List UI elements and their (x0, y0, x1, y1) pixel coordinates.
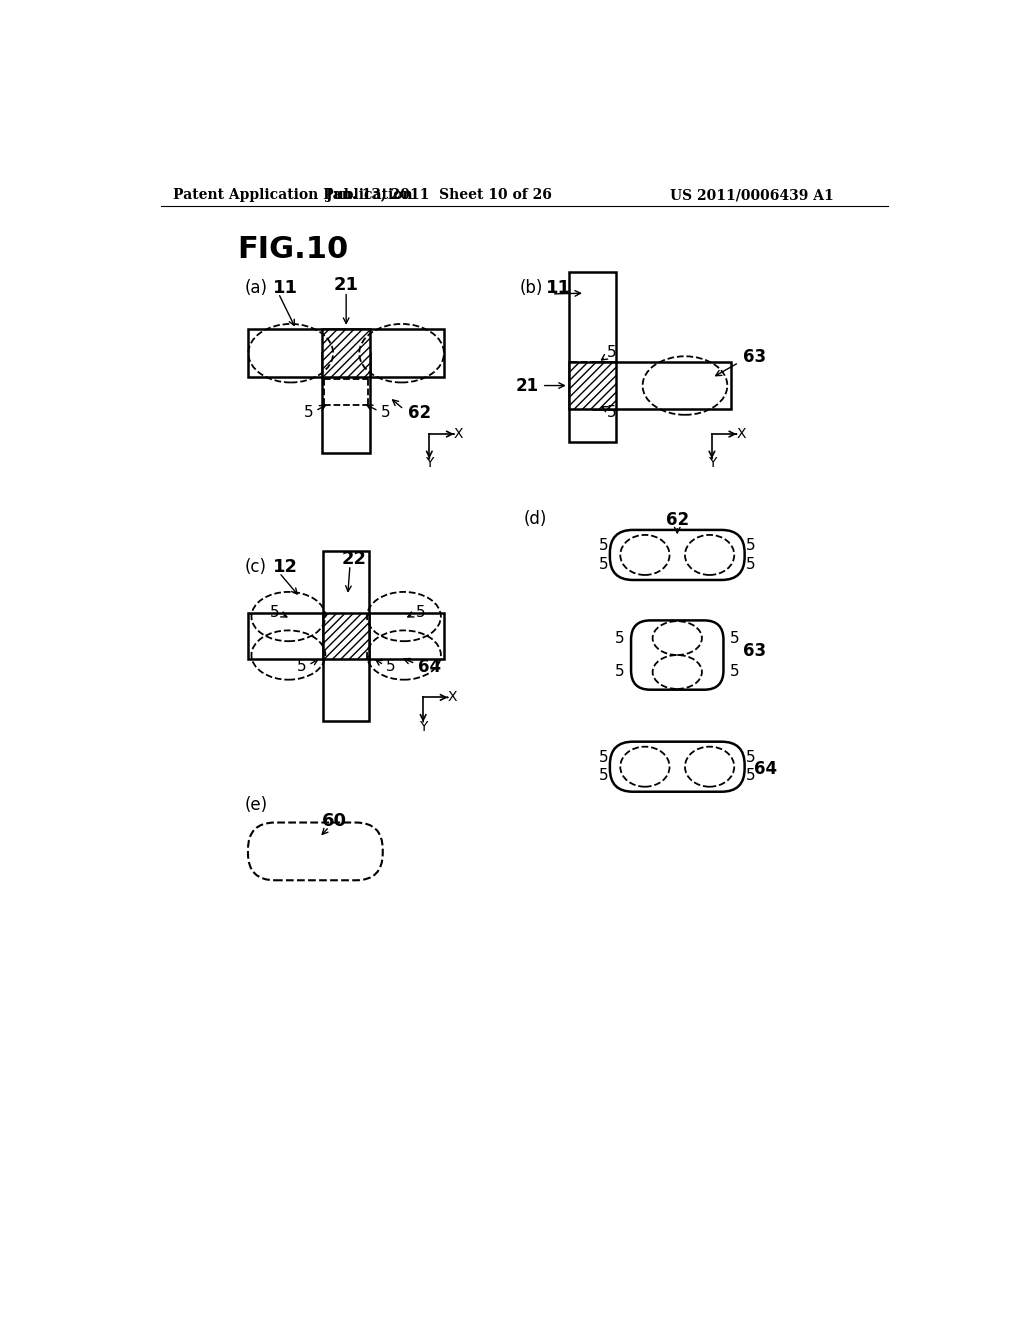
Bar (248, 612, 444, 659)
Text: 5: 5 (599, 768, 609, 784)
Text: 21: 21 (515, 376, 539, 395)
Text: US 2011/0006439 A1: US 2011/0006439 A1 (670, 189, 834, 202)
Text: 60: 60 (323, 812, 347, 829)
Text: (d): (d) (523, 510, 547, 528)
Text: (b): (b) (519, 279, 543, 297)
Bar (568, 362, 616, 409)
Text: 5: 5 (381, 405, 390, 420)
FancyBboxPatch shape (610, 529, 744, 579)
Text: (e): (e) (245, 796, 267, 814)
Text: Jan. 13, 2011  Sheet 10 of 26: Jan. 13, 2011 Sheet 10 of 26 (326, 189, 552, 202)
Text: 11: 11 (547, 279, 571, 297)
Text: 5: 5 (745, 539, 756, 553)
Text: Y: Y (708, 457, 716, 470)
Text: (c): (c) (245, 557, 266, 576)
Text: 5: 5 (599, 539, 609, 553)
Text: 5: 5 (745, 750, 756, 766)
Text: 62: 62 (666, 511, 689, 529)
Text: 5: 5 (599, 750, 609, 766)
Text: 5: 5 (730, 664, 739, 680)
Text: X: X (447, 690, 457, 705)
Bar (323, 354, 370, 453)
Bar (323, 330, 370, 378)
Text: Y: Y (425, 457, 433, 470)
Text: (a): (a) (245, 279, 267, 297)
Text: 5: 5 (303, 405, 313, 420)
Text: 5: 5 (614, 664, 625, 680)
Text: X: X (736, 428, 745, 441)
Text: 63: 63 (742, 643, 766, 660)
Text: Patent Application Publication: Patent Application Publication (173, 189, 413, 202)
Bar (593, 362, 731, 409)
FancyBboxPatch shape (631, 620, 724, 689)
Text: 5: 5 (416, 605, 425, 620)
Text: 5: 5 (745, 557, 756, 572)
Bar (323, 552, 370, 721)
Text: 62: 62 (408, 404, 431, 421)
Text: 64: 64 (755, 760, 777, 777)
Text: 21: 21 (334, 276, 358, 294)
Text: 5: 5 (745, 768, 756, 784)
Text: 5: 5 (614, 631, 625, 645)
Text: 5: 5 (606, 405, 616, 420)
Text: Y: Y (419, 719, 427, 734)
Text: 63: 63 (742, 348, 766, 366)
Text: FIG.10: FIG.10 (237, 235, 348, 264)
Text: 5: 5 (269, 605, 280, 620)
FancyBboxPatch shape (248, 822, 383, 880)
Text: 5: 5 (386, 659, 396, 675)
Text: 5: 5 (297, 659, 306, 675)
FancyBboxPatch shape (610, 742, 744, 792)
Text: 5: 5 (599, 557, 609, 572)
Text: 5: 5 (606, 345, 616, 360)
Text: 11: 11 (273, 279, 298, 297)
Text: X: X (454, 428, 463, 441)
Bar (568, 272, 616, 442)
Text: 5: 5 (730, 631, 739, 645)
Text: 64: 64 (418, 657, 441, 676)
Bar (323, 612, 370, 659)
Text: 22: 22 (341, 550, 367, 568)
Text: 12: 12 (273, 557, 298, 576)
Bar (248, 330, 444, 378)
